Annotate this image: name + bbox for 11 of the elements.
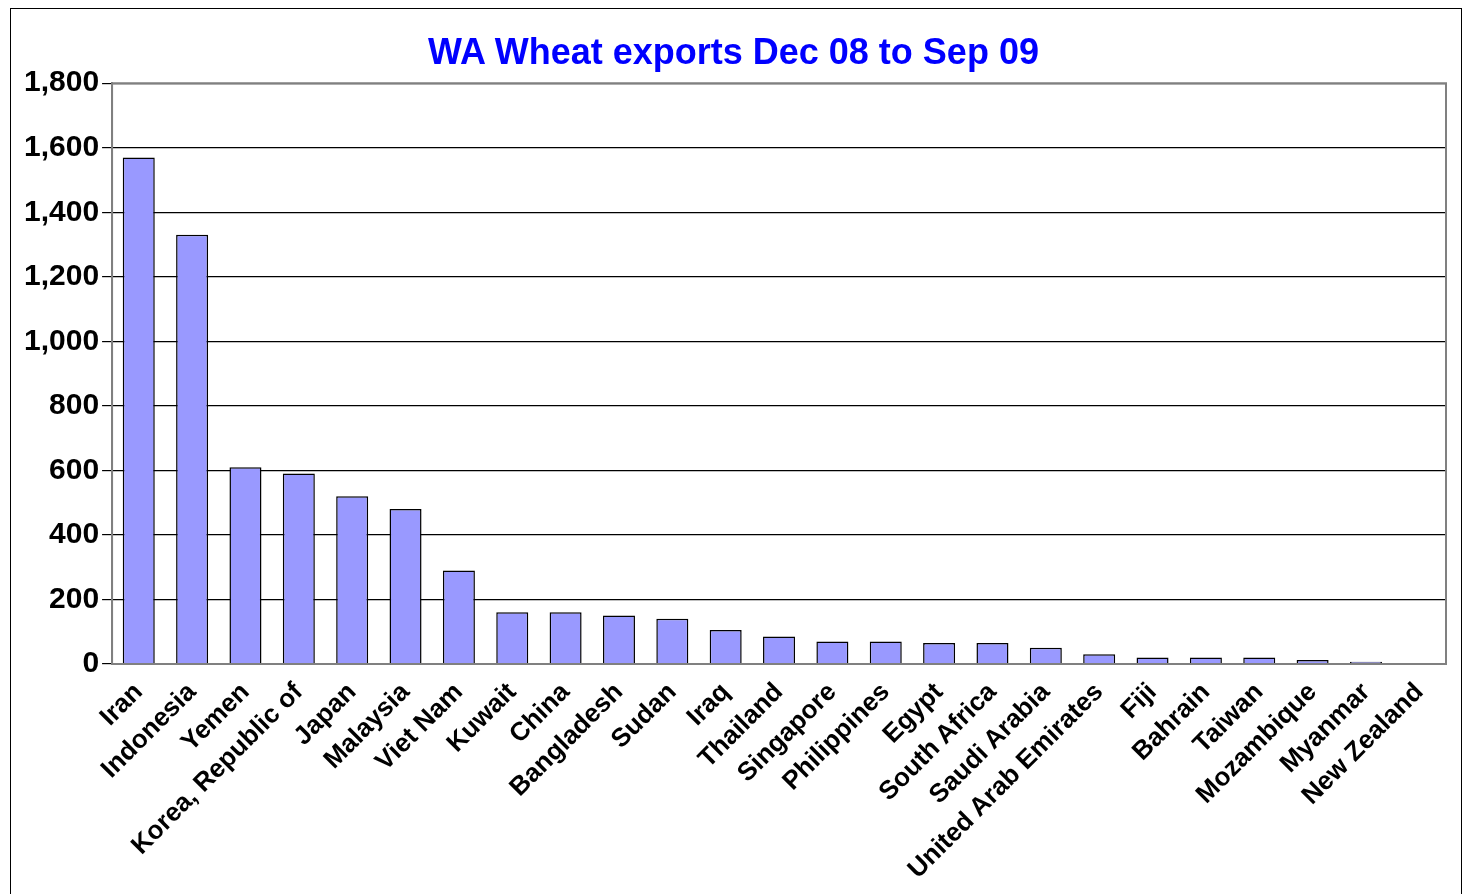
chart-title: WA Wheat exports Dec 08 to Sep 09 (428, 30, 1039, 72)
y-tick-label: 1,400 (24, 193, 100, 227)
y-tick-label: 0 (82, 645, 100, 679)
y-tick-label: 1,800 (24, 64, 100, 98)
y-tick-label: 200 (49, 580, 100, 614)
y-tick-label: 400 (49, 516, 100, 550)
y-tick-label: 1,200 (24, 258, 100, 292)
y-tick-label: 1,000 (24, 322, 100, 356)
y-tick-label: 800 (49, 387, 100, 421)
y-tick-label: 1,600 (24, 129, 100, 162)
y-tick-label: 600 (49, 451, 100, 485)
